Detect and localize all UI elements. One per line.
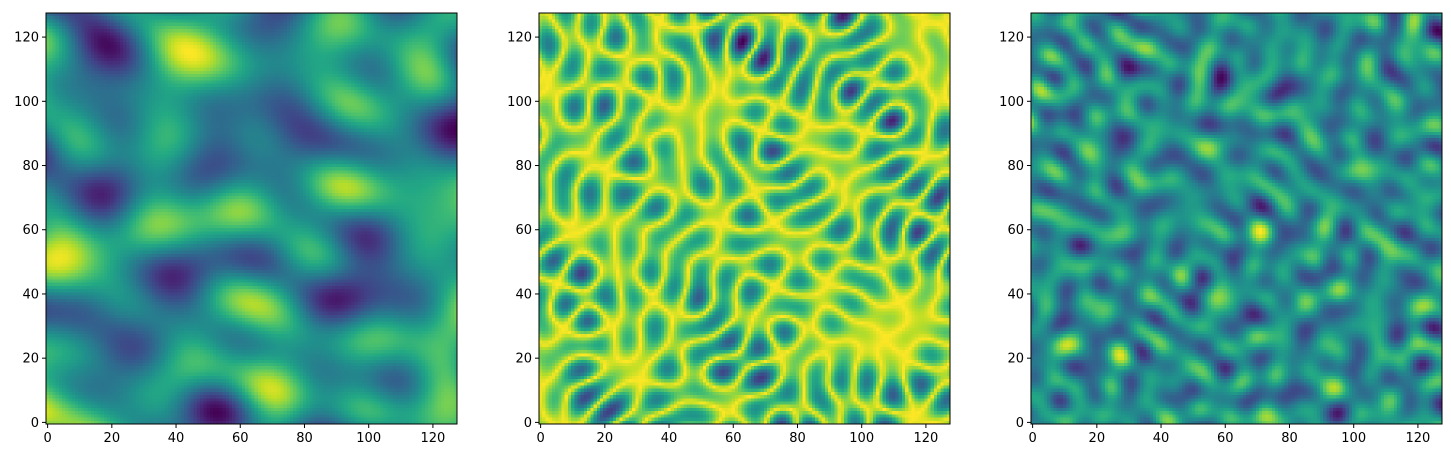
heatmap-1-y-tick-label: 120 <box>14 31 39 46</box>
heatmap-3-y-tick-label: 100 <box>999 95 1024 110</box>
heatmap-1-x-tick-label: 120 <box>421 431 446 446</box>
heatmap-1-y-tick-label: 20 <box>22 352 39 367</box>
heatmap-2-y-tick-label: 120 <box>507 31 532 46</box>
heatmap-3-x-tick-label: 100 <box>1341 431 1366 446</box>
heatmap-2-x-tick-label: 60 <box>725 431 742 446</box>
heatmap-3-x-tick-label: 80 <box>1281 431 1298 446</box>
heatmap-2-x-tick-label: 20 <box>597 431 614 446</box>
heatmap-3-x-tick-label: 60 <box>1217 431 1234 446</box>
heatmap-2-x-tick-label: 80 <box>789 431 806 446</box>
heatmap-2-image <box>539 13 950 424</box>
heatmap-3-y-tick-label: 120 <box>999 31 1024 46</box>
heatmap-1-y-tick-label: 0 <box>31 416 39 431</box>
heatmap-2-y-tick-label: 20 <box>515 352 532 367</box>
heatmap-1-image <box>46 13 457 424</box>
heatmap-1-x-tick-label: 100 <box>356 431 381 446</box>
heatmap-3-y-tick-label: 80 <box>1007 159 1024 174</box>
heatmap-panel-1: 0 20 40 60 80 100 120 0 20 40 60 80 100 120 <box>0 0 470 461</box>
heatmap-3-y-tick-label: 20 <box>1007 352 1024 367</box>
heatmap-2-x-tick-label: 120 <box>914 431 939 446</box>
heatmap-1-x-tick-label: 20 <box>104 431 121 446</box>
heatmap-1-y-tick-label: 100 <box>14 95 39 110</box>
heatmap-3-axes-frame <box>1030 12 1443 425</box>
heatmap-3-x-tick-label: 40 <box>1153 431 1170 446</box>
heatmap-2-y-tick-label: 60 <box>515 223 532 238</box>
heatmap-1-y-tick-label: 40 <box>22 287 39 302</box>
heatmap-1-x-tick-label: 40 <box>168 431 185 446</box>
heatmap-2-x-tick-label: 100 <box>849 431 874 446</box>
heatmap-1-axes-frame <box>45 12 458 425</box>
heatmap-2-y-tick-label: 100 <box>507 95 532 110</box>
heatmap-2-axes-frame <box>538 12 951 425</box>
heatmap-2-y-tick-label: 40 <box>515 287 532 302</box>
heatmap-1-x-tick-label: 80 <box>296 431 313 446</box>
heatmap-3-x-tick-label: 0 <box>1028 431 1036 446</box>
heatmap-2-x-tick-label: 40 <box>661 431 678 446</box>
heatmap-2-x-tick-label: 0 <box>536 431 544 446</box>
heatmap-1-x-tick-label: 60 <box>232 431 249 446</box>
heatmap-2-svg: 0 20 40 60 80 100 120 0 20 40 60 80 100 120 <box>507 12 951 446</box>
heatmap-panel-2: 0 20 40 60 80 100 120 0 20 40 60 80 100 120 <box>507 12 951 446</box>
heatmap-3-y-tick-label: 60 <box>1007 223 1024 238</box>
heatmap-3-x-tick-label: 20 <box>1089 431 1106 446</box>
heatmap-3-y-tick-label: 40 <box>1007 287 1024 302</box>
heatmap-1-y-tick-label: 60 <box>22 223 39 238</box>
heatmap-1-y-tick-label: 80 <box>22 159 39 174</box>
heatmap-3-image <box>1031 13 1442 424</box>
heatmap-3-y-tick-label: 0 <box>1016 416 1024 431</box>
heatmap-1-svg: 0 20 40 60 80 100 120 0 20 40 60 80 100 120 <box>14 12 458 446</box>
heatmap-1-x-tick-label: 0 <box>43 431 51 446</box>
heatmap-3-x-tick-label: 120 <box>1406 431 1431 446</box>
heatmap-2-y-tick-label: 80 <box>515 159 532 174</box>
heatmap-2-y-tick-label: 0 <box>524 416 532 431</box>
